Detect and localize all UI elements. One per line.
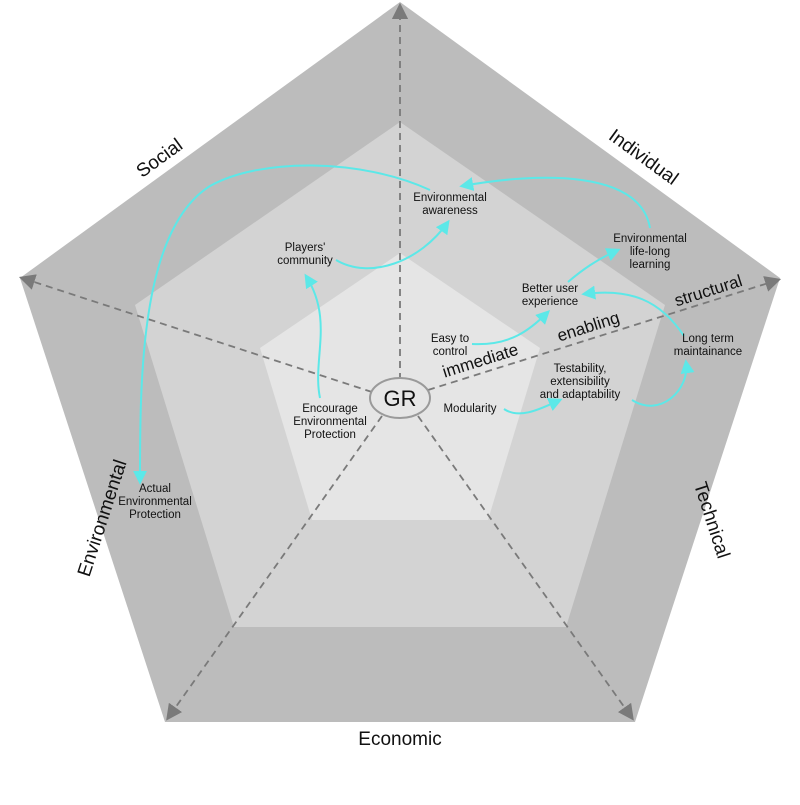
effect-label-line: Easy to [431, 333, 469, 345]
effect-players-community: Players' community [277, 242, 333, 267]
arrow-long-term-to-user-experience [581, 285, 685, 337]
effect-label-line: Better user [522, 283, 578, 295]
effect-label-line: Players' [285, 242, 326, 254]
effect-environmental-awareness: Environmental awareness [413, 192, 487, 217]
effect-label-line: Testability, [554, 363, 607, 375]
dimension-economic: Economic [358, 729, 441, 750]
effect-arrows [133, 164, 695, 485]
arrow-user-experience-to-lifelong-learning [567, 248, 621, 283]
arrow-players-community-to-awareness [335, 219, 450, 270]
center-node: GR [369, 377, 431, 419]
effect-encourage-environmental-protection: Encourage Environmental Protection [293, 403, 367, 441]
arrow-testability-to-long-term [631, 359, 695, 407]
arrow-encourage-to-players-community [304, 273, 322, 399]
effect-label-line: Environmental [118, 496, 192, 508]
axis-economic [166, 415, 383, 721]
effect-label-line: learning [630, 259, 671, 271]
effect-easy-to-control: Easy to control [431, 333, 469, 358]
effect-long-term-maintainance: Long term maintainance [674, 333, 742, 358]
effect-label-line: Modularity [443, 403, 496, 415]
effect-label-line: Long term [682, 333, 734, 345]
axis-order-of-effect [427, 276, 782, 391]
dimension-axes [18, 2, 782, 721]
axis-environmental [18, 274, 373, 393]
arrow-easy-control-to-user-experience [471, 310, 550, 346]
effect-label-line: extensibility [550, 376, 610, 388]
effect-label-line: Protection [304, 429, 356, 441]
effect-label-line: Protection [129, 509, 181, 521]
effect-actual-environmental-protection: Actual Environmental Protection [118, 483, 192, 521]
effect-label-line: Environmental [293, 416, 367, 428]
effect-label-line: Environmental [613, 233, 687, 245]
effect-testability-extensibility-adaptability: Testability, extensibility and adaptabilit… [540, 363, 621, 401]
effect-label-line: Encourage [302, 403, 358, 415]
effect-label-line: Environmental [413, 192, 487, 204]
arrow-awareness-to-actual-protection [133, 164, 431, 485]
axis-technical [417, 415, 634, 721]
effect-label-line: experience [522, 296, 578, 308]
arrow-lifelong-learning-to-awareness [459, 176, 651, 229]
effect-modularity: Modularity [443, 403, 496, 415]
effect-label-line: maintainance [674, 346, 742, 358]
effect-label-line: Actual [139, 483, 171, 495]
center-label: GR [384, 386, 417, 411]
effect-label-line: community [277, 255, 333, 267]
effect-label-line: life-long [630, 246, 670, 258]
effect-environmental-lifelong-learning: Environmental life-long learning [613, 233, 687, 271]
effect-label-line: control [433, 346, 468, 358]
arrow-modularity-to-testability [503, 398, 563, 415]
effect-better-user-experience: Better user experience [522, 283, 578, 308]
effect-label-line: and adaptability [540, 389, 621, 401]
effect-label-line: awareness [422, 205, 478, 217]
